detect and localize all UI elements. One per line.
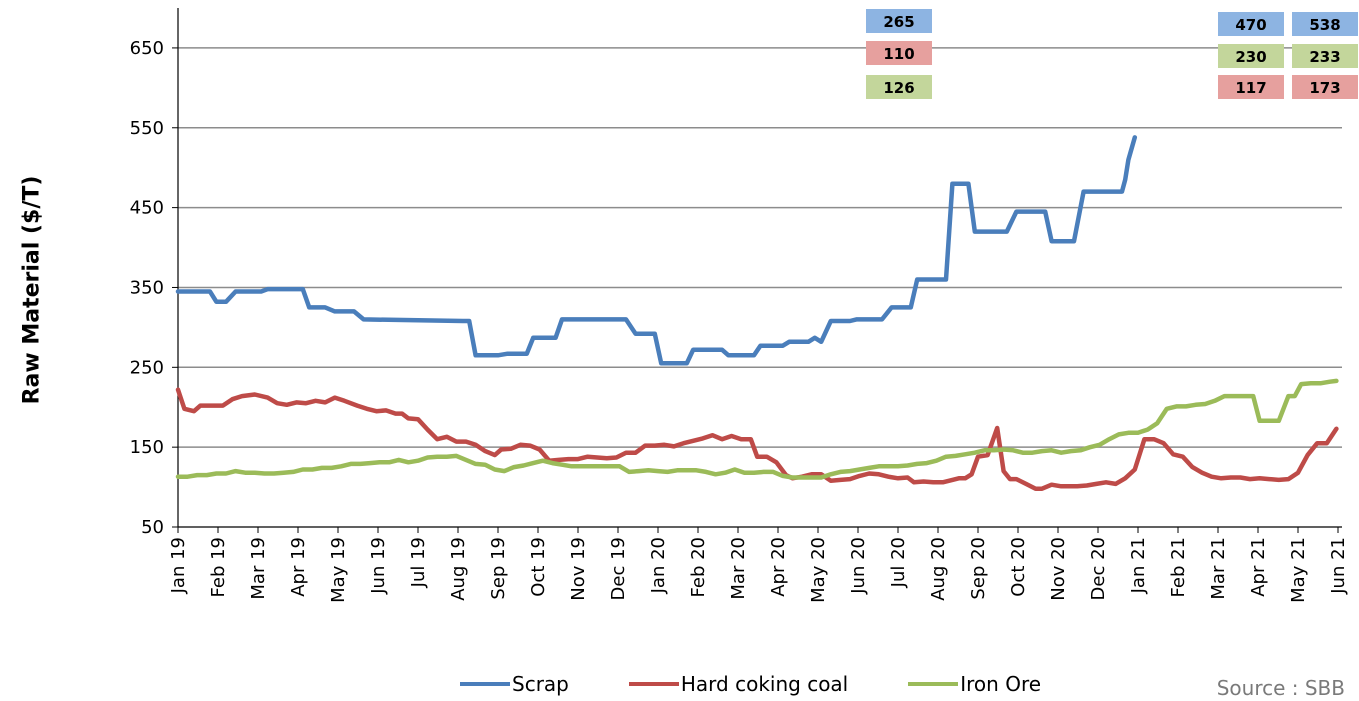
- x-tick-label: Apr 19: [288, 537, 309, 597]
- x-tick-label: May 21: [1288, 537, 1309, 603]
- y-axis-ticks: 50 150 250 350 450 550 650: [130, 38, 178, 538]
- series-line-hard-coking-coal: [175, 387, 1339, 491]
- x-tick-label: Jun 20: [848, 537, 869, 595]
- legend-label-iron-ore: Iron Ore: [960, 672, 1042, 696]
- value-badge: [1292, 75, 1358, 99]
- value-badge: [866, 9, 932, 33]
- series-line-scrap: [175, 135, 1138, 366]
- gridlines: [178, 47, 1342, 448]
- y-tick-label: 450: [130, 198, 164, 219]
- legend-item-scrap: Scrap: [460, 672, 569, 696]
- value-badge: [1218, 75, 1284, 99]
- x-tick-label: Dec 19: [608, 537, 629, 600]
- x-axis-ticks: Jan 19 Feb 19 Mar 19 Apr 19 May 19 Jun 19 Jul …: [168, 527, 1349, 603]
- x-tick-label: May 19: [328, 537, 349, 603]
- value-badge-label: 126: [883, 79, 914, 97]
- legend-label-hard-coking-coal: Hard coking coal: [680, 672, 849, 696]
- x-tick-label: Feb 19: [208, 537, 229, 598]
- x-tick-label: Jan 19: [168, 537, 189, 594]
- value-badge-label: 265: [883, 13, 914, 31]
- x-tick-label: Oct 19: [528, 537, 549, 597]
- x-tick-label: Aug 20: [928, 537, 949, 601]
- value-badge-label: 470: [1235, 16, 1266, 34]
- x-tick-label: Feb 20: [688, 537, 709, 598]
- y-tick-label: 350: [130, 277, 164, 298]
- x-tick-label: Sep 19: [488, 537, 509, 600]
- value-badge-label: 110: [883, 45, 914, 63]
- x-tick-label: Jan 20: [648, 537, 669, 594]
- x-tick-label: Jun 19: [368, 537, 389, 595]
- y-tick-label: 650: [130, 38, 164, 59]
- y-tick-label: 550: [130, 118, 164, 139]
- x-tick-label: Mar 19: [248, 537, 269, 600]
- source-note: Source : SBB: [1216, 676, 1345, 700]
- x-tick-label: Jul 20: [888, 537, 909, 588]
- axes: [177, 8, 1342, 528]
- x-tick-label: Nov 20: [1048, 537, 1069, 601]
- legend-label-scrap: Scrap: [512, 672, 569, 696]
- x-tick-label: Mar 20: [728, 537, 749, 600]
- x-tick-label: Jul 19: [408, 537, 429, 588]
- legend-swatch-scrap: [460, 682, 510, 686]
- legend-swatch-iron-ore: [908, 682, 959, 686]
- x-tick-label: Apr 21: [1248, 537, 1269, 597]
- value-badge: [866, 75, 932, 99]
- y-tick-label: 150: [130, 437, 164, 458]
- legend: Scrap Hard coking coal Iron Ore: [460, 672, 1101, 696]
- value-badge: [1292, 12, 1358, 36]
- value-badge-label: 538: [1309, 16, 1340, 34]
- value-badge: [1218, 44, 1284, 68]
- x-tick-label: Jan 21: [1128, 537, 1149, 594]
- x-tick-label: Feb 21: [1168, 537, 1189, 598]
- value-badge-label: 233: [1309, 48, 1340, 66]
- value-badge-label: 117: [1235, 79, 1266, 97]
- value-badge: [866, 41, 932, 65]
- y-tick-label: 250: [130, 357, 164, 378]
- legend-item-iron-ore: Iron Ore: [908, 672, 1041, 696]
- x-tick-label: Nov 19: [568, 537, 589, 601]
- y-axis-label-container: Raw Material ($/T): [10, 140, 54, 440]
- value-badge: [1218, 12, 1284, 36]
- x-tick-label: Apr 20: [768, 537, 789, 597]
- value-badges: 265 110 126 470 230 117 538 233 173: [866, 9, 1358, 99]
- x-tick-label: Mar 21: [1208, 537, 1229, 600]
- x-tick-label: Sep 20: [968, 537, 989, 600]
- x-tick-label: Jun 21: [1328, 537, 1349, 595]
- value-badge: [1292, 44, 1358, 68]
- value-badge-label: 173: [1309, 79, 1340, 97]
- x-tick-label: Oct 20: [1008, 537, 1029, 597]
- x-tick-label: Aug 19: [448, 537, 469, 601]
- series-lines: [175, 135, 1339, 491]
- y-tick-label: 50: [141, 517, 164, 538]
- y-axis-label: Raw Material ($/T): [19, 175, 45, 405]
- x-tick-label: Dec 20: [1088, 537, 1109, 600]
- legend-item-hard-coking-coal: Hard coking coal: [628, 672, 849, 696]
- legend-swatch-hard-coking-coal: [628, 682, 679, 686]
- series-line-iron-ore: [175, 378, 1339, 480]
- value-badge-label: 230: [1235, 48, 1266, 66]
- x-tick-label: May 20: [808, 537, 829, 603]
